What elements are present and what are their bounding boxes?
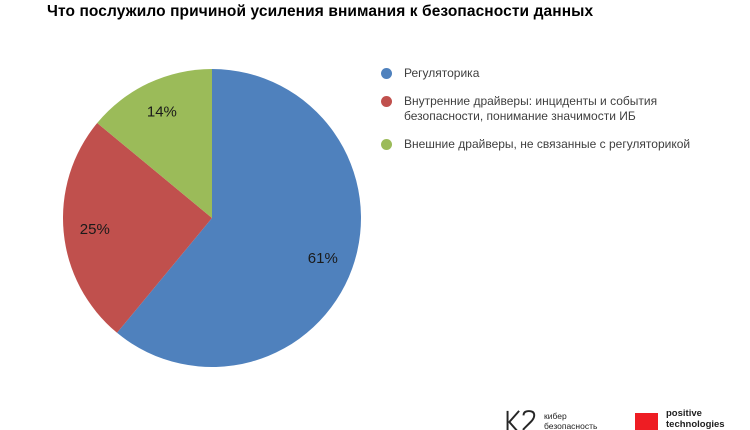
legend-marker-blue-icon	[381, 68, 392, 79]
k2-logo-icon	[506, 410, 536, 430]
pie-slice	[62, 123, 212, 333]
legend-item-internal-drivers: Внутренние драйверы: инциденты и события…	[381, 94, 726, 124]
pt-logo-line1: positive	[666, 408, 702, 419]
pie-slice	[117, 69, 361, 367]
legend-item-external-drivers: Внешние драйверы, не связанные с регулят…	[381, 137, 726, 152]
legend-marker-green-icon	[381, 139, 392, 150]
k2-logo-text: кибер безопасность	[544, 411, 598, 430]
pie-slice	[97, 69, 212, 218]
pt-red-square-icon	[635, 413, 658, 430]
pie-chart: 61% 25% 14%	[62, 69, 361, 367]
k2-logo-line1: кибер	[544, 411, 567, 421]
legend-label: Внешние драйверы, не связанные с регулят…	[404, 137, 691, 151]
pt-logo-line2: technologies	[666, 419, 725, 430]
legend-item-regulation: Регуляторика	[381, 66, 726, 81]
pt-logo-text: positive technologies	[666, 408, 725, 430]
k2-logo-line2: безопасность	[544, 420, 598, 430]
k2-cybersecurity-logo: кибер безопасность	[504, 410, 597, 430]
legend-marker-red-icon	[381, 96, 392, 107]
pie-slice-label: 25%	[80, 221, 110, 238]
chart-title: Что послужило причиной усиления внимания…	[47, 3, 594, 20]
positive-technologies-logo: positive technologies	[635, 408, 725, 430]
chart-legend: Регуляторика Внутренние драйверы: инциде…	[381, 66, 726, 152]
pie-slice-label: 14%	[147, 104, 177, 121]
pie-slice-label: 61%	[308, 250, 338, 267]
legend-label: Регуляторика	[404, 66, 480, 80]
legend-label: Внутренние драйверы: инциденты и события…	[404, 94, 658, 123]
